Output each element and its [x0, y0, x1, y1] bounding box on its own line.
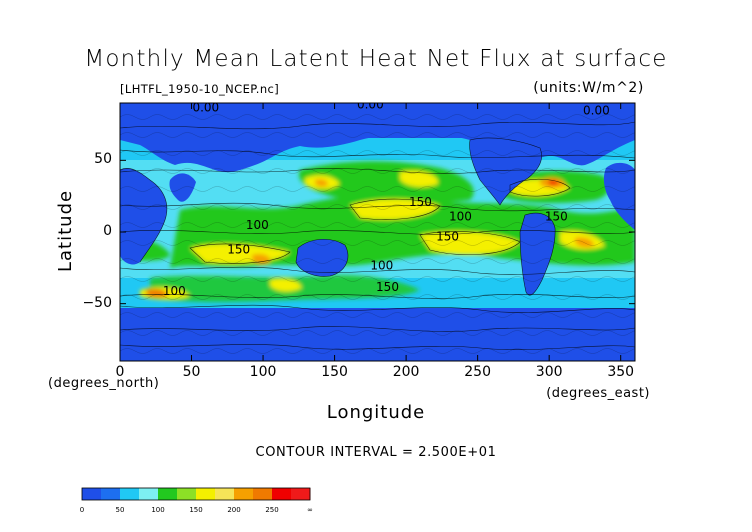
colorbar-frame [81, 487, 311, 501]
contour-label: 100 [163, 284, 186, 298]
colorbar-bin [82, 488, 102, 500]
chart-title: Monthly Mean Latent Heat Net Flux at sur… [84, 46, 668, 72]
colorbar-bin [158, 488, 178, 500]
file-label: [LHTFL_1950-10_NCEP.nc] [120, 82, 280, 96]
axis-ticks [119, 103, 635, 361]
contour-interval-label: CONTOUR INTERVAL = 2.500E+01 [255, 445, 497, 460]
x-tick-label: 250 [464, 364, 491, 380]
y-tick-label: 50 [94, 151, 112, 168]
colorbar-level-label: 200 [227, 506, 241, 514]
x-tick-label: 150 [321, 364, 348, 380]
units-label: (units:W/m^2) [533, 80, 644, 96]
colorbar [81, 487, 311, 501]
contour-label: 0.00 [583, 103, 610, 117]
x-units-label: (degrees_east) [546, 386, 650, 401]
x-tick-label: 100 [249, 364, 277, 380]
contour-label: 150 [436, 230, 459, 244]
colorbar-bin [120, 488, 140, 500]
contour-label: 150 [376, 280, 399, 294]
colorbar-bin [234, 488, 254, 500]
contour-label-group: 0.00 0.00 0.00 150 100 100 150 150 100 150 100 150 [163, 98, 610, 298]
colorbar-level-label: ∞ [307, 506, 313, 514]
contour-label: 150 [227, 243, 250, 257]
contour-label: 0.00 [192, 101, 219, 115]
y-units-label: (degrees_north) [48, 376, 160, 391]
colorbar-bin [139, 488, 159, 500]
contour-label: 150 [545, 210, 568, 224]
colorbar-level-label: 0 [79, 506, 85, 514]
contour-label: 100 [370, 258, 393, 272]
x-tick-label: 0 [115, 364, 125, 380]
y-axis-label: Latitude [55, 189, 76, 272]
contour-label: 150 [409, 195, 432, 209]
colorbar-bin [215, 488, 235, 500]
contour-label: 100 [449, 210, 472, 224]
colorbar-bin [253, 488, 273, 500]
colorbar-level-label: 150 [189, 506, 203, 514]
colorbar-level-label: 250 [265, 506, 279, 514]
x-tick-label: 350 [607, 364, 635, 380]
colorbar-bin [272, 488, 292, 500]
y-tick-label: −50 [82, 294, 112, 311]
x-axis-label: Longitude [326, 402, 426, 423]
field-layer: 0.00 0.00 0.00 150 100 100 150 150 100 150 100 150 [120, 98, 635, 361]
x-tick-label: 300 [535, 364, 563, 380]
colorbar-bin [196, 488, 216, 500]
y-tick-label: 0 [103, 223, 112, 239]
x-tick-label: 200 [392, 364, 420, 380]
colorbar-bin [291, 488, 311, 500]
colorbar-bin [101, 488, 121, 500]
colorbar-bin [177, 488, 197, 500]
contour-label: 100 [246, 218, 269, 232]
contour-label: 0.00 [357, 98, 384, 112]
colorbar-level-label: 100 [151, 506, 165, 514]
x-tick-label: 50 [182, 364, 201, 380]
colorbar-level-label: 50 [115, 506, 125, 514]
